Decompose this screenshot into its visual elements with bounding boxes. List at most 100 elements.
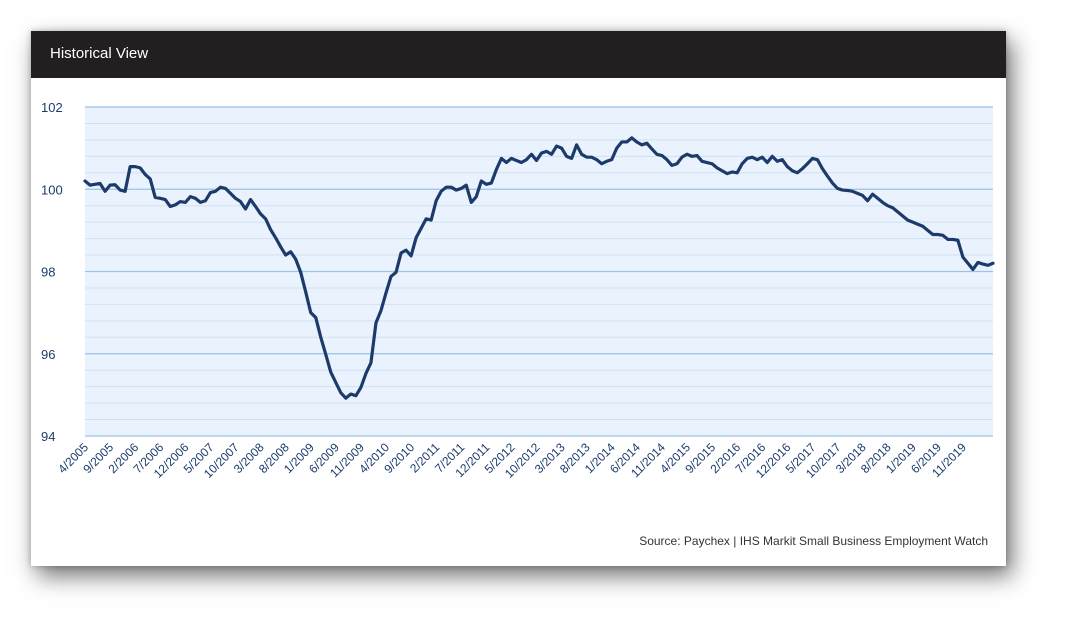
data-point xyxy=(300,271,302,273)
data-point xyxy=(841,189,843,191)
data-point xyxy=(626,141,628,143)
data-point xyxy=(164,198,166,200)
data-point xyxy=(816,158,818,160)
data-point xyxy=(114,184,116,186)
data-point xyxy=(992,262,994,264)
data-point xyxy=(736,172,738,174)
data-point xyxy=(776,160,778,162)
data-point xyxy=(751,156,753,158)
data-point xyxy=(330,371,332,373)
data-point xyxy=(360,386,362,388)
data-point xyxy=(129,165,131,167)
data-point xyxy=(385,292,387,294)
data-point xyxy=(169,205,171,207)
data-point xyxy=(149,178,151,180)
data-point xyxy=(84,180,86,182)
data-point xyxy=(937,233,939,235)
data-point xyxy=(495,168,497,170)
chart-header: Historical View xyxy=(31,31,1006,78)
data-point xyxy=(229,192,231,194)
data-point xyxy=(686,153,688,155)
chart-card: Historical View 94 96 98 100 102 4/2005 9/2005… xyxy=(31,31,1006,566)
data-point xyxy=(836,187,838,189)
data-point xyxy=(590,156,592,158)
data-point xyxy=(520,161,522,163)
data-point xyxy=(294,258,296,260)
data-point xyxy=(560,147,562,149)
data-point xyxy=(315,316,317,318)
data-point xyxy=(274,237,276,239)
data-point xyxy=(781,158,783,160)
data-point xyxy=(641,144,643,146)
data-point xyxy=(982,263,984,265)
y-tick-label: 94 xyxy=(41,429,55,444)
data-point xyxy=(896,211,898,213)
data-point xyxy=(525,158,527,160)
data-point xyxy=(731,171,733,173)
data-point xyxy=(465,184,467,186)
data-point xyxy=(475,195,477,197)
data-point xyxy=(575,144,577,146)
data-point xyxy=(932,233,934,235)
data-point xyxy=(666,158,668,160)
data-point xyxy=(826,175,828,177)
data-point xyxy=(631,137,633,139)
line-chart: 9496981001024/20059/20052/20067/200612/2… xyxy=(41,100,995,481)
data-point xyxy=(460,187,462,189)
data-point xyxy=(565,155,567,157)
data-point xyxy=(450,186,452,188)
data-point xyxy=(410,255,412,257)
data-point xyxy=(796,172,798,174)
data-point xyxy=(756,158,758,160)
data-point xyxy=(651,148,653,150)
data-point xyxy=(831,182,833,184)
data-point xyxy=(811,157,813,159)
data-point xyxy=(545,150,547,152)
data-point xyxy=(310,311,312,313)
data-point xyxy=(420,227,422,229)
data-point xyxy=(766,161,768,163)
data-point xyxy=(912,221,914,223)
data-point xyxy=(380,309,382,311)
data-point xyxy=(891,207,893,209)
data-point xyxy=(430,219,432,221)
data-point xyxy=(540,152,542,154)
data-point xyxy=(470,201,472,203)
data-point xyxy=(455,189,457,191)
data-point xyxy=(942,234,944,236)
data-point xyxy=(676,163,678,165)
data-point xyxy=(570,157,572,159)
data-point xyxy=(616,147,618,149)
data-point xyxy=(204,200,206,202)
data-point xyxy=(706,161,708,163)
data-point xyxy=(104,190,106,192)
data-point xyxy=(746,157,748,159)
data-point xyxy=(957,239,959,241)
data-point xyxy=(194,197,196,199)
y-tick-label: 98 xyxy=(41,265,55,280)
data-point xyxy=(500,157,502,159)
data-point xyxy=(515,159,517,161)
data-point xyxy=(505,161,507,163)
data-point xyxy=(144,173,146,175)
data-point xyxy=(806,163,808,165)
data-point xyxy=(269,228,271,230)
data-point xyxy=(962,256,964,258)
series-line xyxy=(83,136,995,400)
data-point xyxy=(761,156,763,158)
data-point xyxy=(340,392,342,394)
data-point xyxy=(876,197,878,199)
data-point xyxy=(701,160,703,162)
data-point xyxy=(661,154,663,156)
data-point xyxy=(154,196,156,198)
data-point xyxy=(656,153,658,155)
data-point xyxy=(445,186,447,188)
data-point xyxy=(99,182,101,184)
y-tick-label: 102 xyxy=(41,100,63,115)
data-point xyxy=(179,200,181,202)
data-point xyxy=(681,156,683,158)
data-point xyxy=(350,393,352,395)
data-point xyxy=(249,198,251,200)
data-point xyxy=(405,249,407,251)
data-point xyxy=(485,183,487,185)
